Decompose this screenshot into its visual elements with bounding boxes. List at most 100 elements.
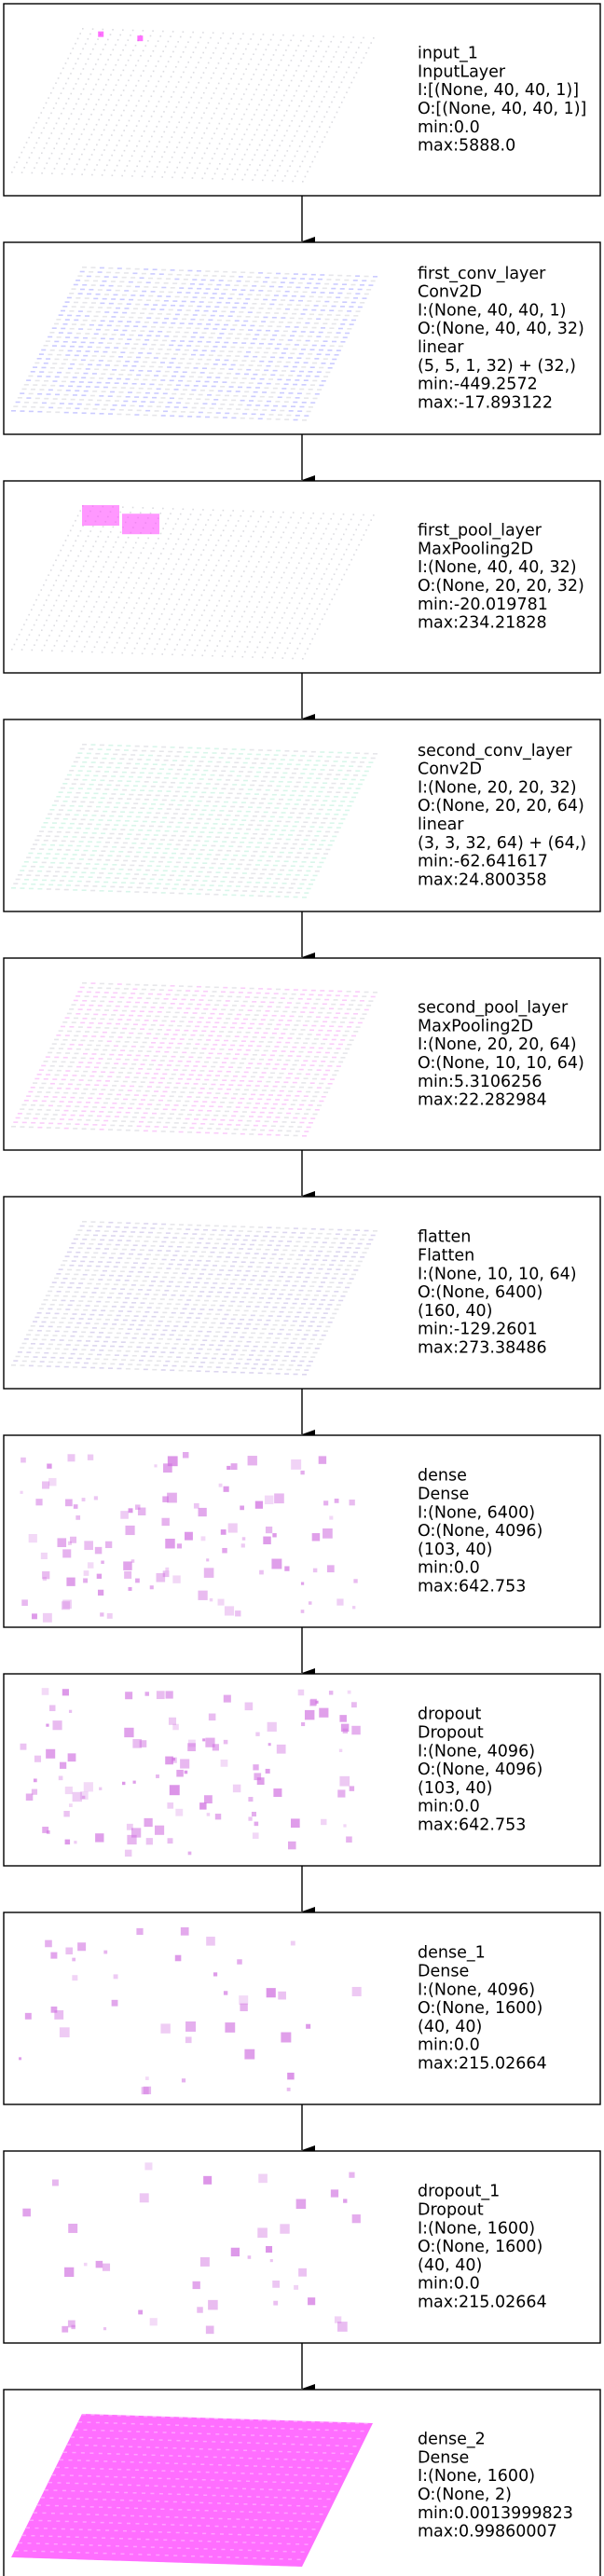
grid-cell (197, 287, 202, 290)
grid-cell (43, 1061, 48, 1062)
grid-cell (90, 779, 96, 781)
grid-cell (56, 353, 62, 356)
grid-cell (56, 830, 62, 833)
grid-cell (123, 877, 129, 880)
grid-cell (246, 845, 252, 848)
grid-cell (307, 813, 312, 815)
grid-cell (261, 159, 264, 161)
grid-cell (298, 85, 300, 87)
grid-cell (36, 375, 42, 377)
grid-cell (113, 806, 118, 809)
grid-cell (322, 764, 327, 767)
grid-cell (325, 548, 327, 550)
grid-cell (283, 401, 289, 404)
grid-cell (45, 817, 50, 819)
grid-cell (355, 275, 361, 277)
grid-cell (123, 272, 129, 274)
grid-cell (358, 47, 360, 48)
grid-cell (93, 995, 98, 998)
grid-cell (179, 35, 182, 38)
grid-cell (314, 853, 320, 855)
grid-cell (170, 533, 172, 535)
grid-cell (278, 104, 281, 106)
grid-cell (216, 778, 222, 781)
grid-cell (281, 637, 283, 639)
grid-cell (100, 53, 102, 56)
grid-cell (78, 158, 81, 160)
grid-cell (305, 339, 310, 342)
grid-cell (107, 342, 113, 345)
grid-cell (302, 34, 305, 37)
grid-cell (69, 822, 75, 825)
grid-cell (240, 78, 242, 80)
grid-cell (106, 289, 112, 292)
grid-cell (73, 412, 78, 414)
grid-cell (320, 787, 325, 788)
grid-cell (301, 140, 304, 143)
grid-cell (281, 617, 283, 619)
grid-cell (295, 110, 298, 112)
grid-cell (23, 644, 25, 646)
grid-cell (204, 1078, 210, 1081)
grid-cell (226, 1089, 232, 1090)
grid-cell (268, 63, 270, 66)
grid-cell (202, 51, 204, 54)
grid-cell (84, 757, 89, 759)
grid-cell (171, 1073, 176, 1076)
grid-cell (150, 1007, 156, 1008)
grid-cell (41, 650, 43, 651)
grid-cell (175, 603, 178, 606)
grid-cell (75, 884, 80, 887)
layer-block-first_conv_layer: first_conv_layer Conv2D I:(None, 40, 40, 1… (3, 241, 601, 485)
grid-cell (107, 855, 113, 856)
grid-cell (103, 1119, 109, 1122)
grid-cell (191, 866, 197, 869)
grid-cell (348, 543, 350, 546)
grid-cell (109, 337, 115, 340)
grid-cell (225, 284, 230, 286)
grid-cell (220, 574, 223, 577)
grid-cell (268, 561, 270, 563)
grid-cell (132, 1023, 138, 1026)
grid-cell (235, 525, 237, 528)
grid-cell (163, 111, 165, 113)
grid-cell (90, 631, 93, 633)
grid-cell (111, 351, 117, 353)
grid-cell (254, 173, 256, 176)
grid-cell (69, 1061, 75, 1063)
grid-cell (200, 407, 206, 409)
grid-cell (188, 161, 191, 164)
grid-cell (239, 1062, 244, 1064)
grid-cell (112, 846, 117, 848)
grid-cell (95, 991, 101, 993)
grid-cell (185, 623, 188, 626)
grid-cell (343, 56, 345, 59)
grid-cell (221, 117, 223, 120)
grid-cell (150, 95, 153, 98)
grid-cell (171, 781, 176, 784)
grid-cell (242, 530, 245, 532)
grid-cell (294, 786, 299, 788)
grid-cell (295, 874, 300, 876)
grid-cell (149, 512, 152, 514)
grid-cell (134, 267, 140, 270)
grid-cell (218, 143, 221, 144)
grid-cell (303, 839, 309, 842)
grid-cell (138, 1103, 144, 1105)
grid-cell (21, 865, 27, 868)
grid-cell (198, 888, 203, 891)
grid-cell (37, 116, 40, 119)
grid-cell (321, 120, 323, 123)
grid-cell (120, 864, 126, 866)
grid-cell (242, 53, 245, 55)
grid-cell (167, 861, 172, 863)
grid-cell (72, 377, 77, 378)
grid-cell (204, 822, 210, 825)
grid-cell (20, 887, 25, 889)
grid-cell (77, 117, 80, 120)
grid-cell (183, 993, 188, 996)
grid-cell (336, 91, 338, 93)
grid-cell (76, 844, 82, 847)
grid-cell (70, 92, 73, 95)
grid-cell (328, 292, 334, 295)
